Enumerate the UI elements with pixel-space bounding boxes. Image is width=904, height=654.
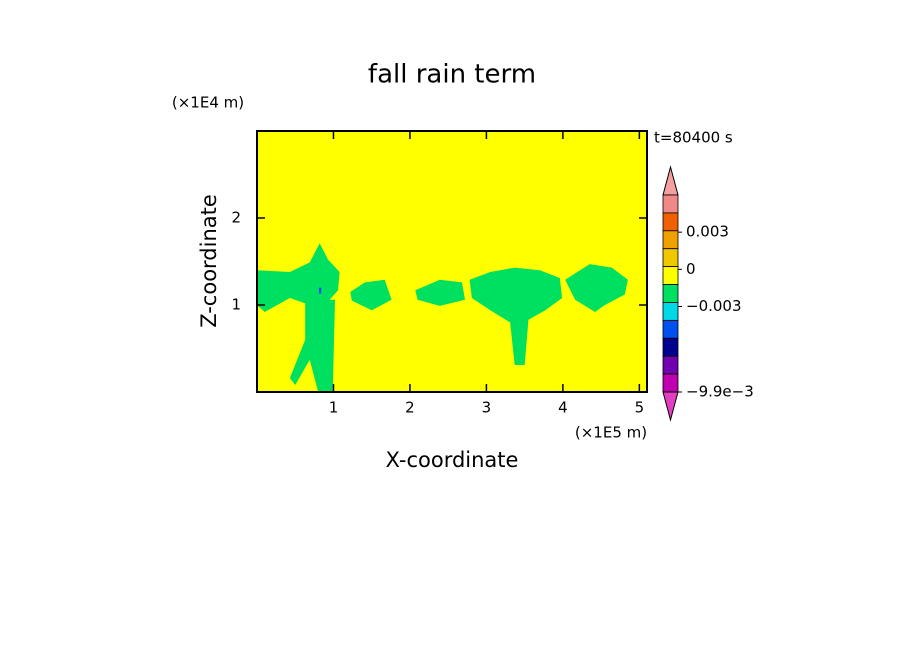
contour-region [257, 243, 340, 312]
colorbar-tick-label: 0.003 [686, 223, 729, 241]
colorbar-segment [662, 373, 679, 393]
contour-region [469, 267, 563, 366]
contour-region [415, 279, 465, 306]
colorbar-segment [662, 230, 679, 250]
colorbar-segment [662, 284, 679, 303]
x-unit: (×1E5 m) [575, 424, 647, 442]
y-axis-label: Z-coordinate [197, 194, 221, 328]
colorbar-segment [662, 194, 679, 214]
colorbar-segment [662, 302, 679, 321]
x-axis-label: X-coordinate [386, 448, 519, 472]
time-label: t=80400 s [654, 129, 733, 147]
colorbar-tick-label: −9.9e−3 [686, 383, 754, 401]
chart-title: fall rain term [368, 60, 536, 90]
x-tick-label: 1 [329, 399, 339, 417]
y-tick-label: 1 [231, 296, 241, 314]
colorbar-segment [662, 212, 679, 232]
contour-region [318, 287, 322, 294]
colorbar-segment [662, 355, 679, 375]
contour-region [565, 264, 628, 312]
plot-frame [256, 130, 648, 393]
contour-region [289, 299, 335, 392]
colorbar-segment [662, 319, 679, 339]
colorbar-segment [662, 248, 679, 268]
x-tick-label: 3 [482, 399, 492, 417]
colorbar-over [662, 165, 679, 196]
y-tick-label: 2 [231, 209, 241, 227]
colorbar-tick-label: −0.003 [686, 297, 742, 315]
x-tick-label: 2 [405, 399, 415, 417]
x-tick-label: 5 [635, 399, 645, 417]
colorbar-segment [662, 266, 679, 285]
colorbar-tick-label: 0 [686, 260, 696, 278]
colorbar-segment [662, 337, 679, 357]
contour-region [350, 279, 392, 311]
y-unit: (×1E4 m) [172, 94, 244, 112]
colorbar-under [662, 391, 679, 422]
x-tick-label: 4 [558, 399, 568, 417]
